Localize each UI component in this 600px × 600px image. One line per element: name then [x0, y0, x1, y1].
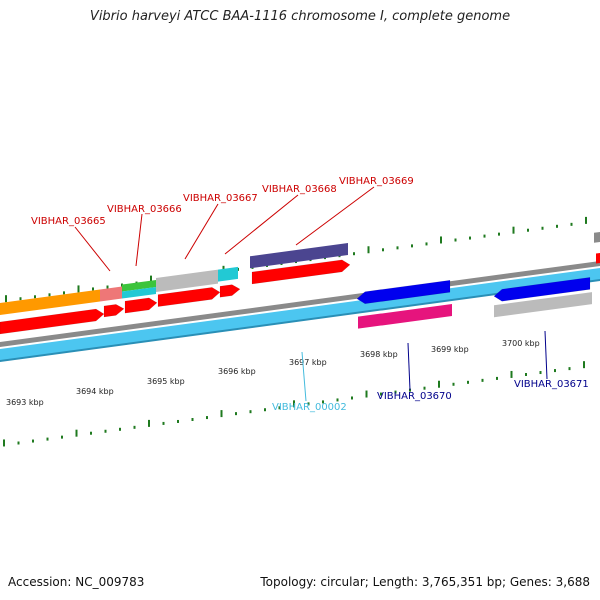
gene-label-forward: VIBHAR_03667: [183, 193, 258, 204]
cds-forward-1: [0, 308, 105, 335]
feature-magenta: [358, 303, 452, 329]
cds-reverse-1: [356, 279, 451, 304]
feature-purple: [250, 243, 348, 269]
feature-edge-gray: [594, 232, 600, 243]
feature-cyan-a: [122, 286, 156, 299]
feature-cyan-b: [218, 266, 238, 282]
feature-gray-b: [494, 292, 592, 318]
map-title: Vibrio harveyi ATCC BAA-1116 chromosome …: [89, 9, 511, 24]
leader-line: [295, 186, 375, 246]
gene-label-reverse: VIBHAR_03670: [377, 391, 452, 402]
feature-green: [122, 279, 156, 292]
leader-line: [184, 203, 219, 260]
gene-label-forward: VIBHAR_03665: [31, 216, 106, 227]
accession-text: Accession: NC_009783: [8, 575, 145, 589]
kbp-label: 3693 kbp: [6, 398, 44, 407]
cds-forward-6: [251, 259, 351, 285]
gene-label-rna: VIBHAR_00002: [272, 402, 347, 413]
cds-forward-2: [103, 304, 125, 318]
kbp-label: 3700 kbp: [502, 339, 540, 348]
kbp-label: 3695 kbp: [147, 377, 185, 386]
kbp-label: 3698 kbp: [360, 350, 398, 359]
cds-forward-3: [124, 297, 158, 314]
leader-line: [224, 194, 299, 255]
kbp-label: 3696 kbp: [218, 367, 256, 376]
leader-line: [74, 226, 111, 272]
gene-label-forward: VIBHAR_03666: [107, 204, 182, 215]
cds-forward-5: [219, 284, 241, 298]
gene-track-edge: [0, 279, 600, 362]
kbp-label: 3694 kbp: [76, 387, 114, 396]
leader-line: [135, 213, 143, 267]
kbp-label: 3699 kbp: [431, 345, 469, 354]
gene-label-reverse: VIBHAR_03671: [514, 379, 589, 390]
kbp-label: 3697 kbp: [289, 358, 327, 367]
leader-line: [544, 330, 548, 380]
feature-edge-red: [596, 253, 600, 264]
feature-gray-a: [156, 269, 218, 292]
gene-label-forward: VIBHAR_03668: [262, 184, 337, 195]
leader-line: [301, 351, 307, 402]
cds-reverse-2: [493, 277, 591, 302]
feature-salmon: [100, 286, 122, 302]
feature-orange: [0, 289, 100, 315]
leader-line: [407, 342, 411, 391]
cds-forward-4: [157, 287, 221, 307]
feature-layer: [0, 232, 600, 362]
label-layer: 3693 kbp 3694 kbp 3695 kbp 3696 kbp 3697 kbp…: [6, 176, 589, 413]
genome-summary: Topology: circular; Length: 3,765,351 bp…: [260, 575, 590, 589]
gene-label-forward: VIBHAR_03669: [339, 176, 414, 187]
